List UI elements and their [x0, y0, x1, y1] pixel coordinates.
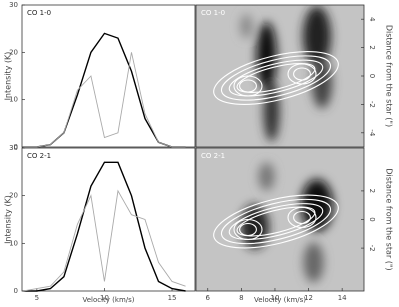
x-tick-label: 14: [338, 294, 347, 302]
contour: [213, 51, 339, 105]
x-axis-label: Velocity (km/s): [82, 296, 134, 304]
emission-blob: [303, 242, 324, 283]
x-tick-label: 10: [100, 294, 109, 302]
plot-frame: [21, 4, 196, 148]
contour: [287, 206, 317, 229]
y-tick-label: 0: [14, 287, 18, 295]
contour: [293, 210, 311, 225]
contour: [220, 198, 332, 245]
spectrum-line: [23, 161, 186, 292]
x-tick-label: 8: [239, 294, 243, 302]
y-axis-label: Intensity (K): [4, 52, 13, 101]
y-tick-label: 20: [9, 192, 18, 200]
y-tick-label: 2: [368, 189, 376, 193]
contour: [233, 218, 263, 241]
panel-label: CO 1-0: [201, 9, 225, 17]
y-tick-label: 0: [368, 74, 376, 78]
spectrum-line: [23, 189, 186, 292]
y-tick-label: 0: [14, 143, 18, 151]
x-tick-label: 12: [304, 294, 313, 302]
x-tick-label: 6: [206, 294, 211, 302]
contour: [293, 67, 311, 81]
y-tick-label: -2: [368, 101, 376, 108]
contour: [239, 222, 257, 237]
emission-blob: [240, 14, 253, 39]
contour: [236, 63, 316, 93]
spectrum-line: [23, 52, 186, 148]
contour: [220, 55, 332, 101]
contour: [239, 79, 257, 93]
plot-frame: [21, 147, 196, 292]
panel-label: CO 1-0: [27, 9, 51, 17]
x-axis-label: Velocity (km/s): [254, 296, 306, 304]
background: [196, 148, 364, 291]
contour: [236, 206, 316, 237]
y-tick-label: -2: [368, 245, 376, 252]
y-tick-label: 10: [9, 239, 18, 247]
contour: [213, 194, 339, 249]
panel-label: CO 2-1: [201, 152, 225, 160]
panel-label: CO 2-1: [27, 152, 51, 160]
y-tick-label: 4: [368, 17, 376, 22]
y-tick-label: 30: [9, 1, 18, 9]
pv-diagram: [196, 5, 364, 147]
spectrum-line: [23, 32, 186, 148]
x-tick-label: 15: [168, 294, 177, 302]
emission-blob: [258, 162, 275, 191]
y-axis-label: Distance from the star ("): [385, 168, 394, 270]
y-tick-label: -4: [368, 129, 376, 137]
emission-blob: [256, 22, 277, 91]
y-tick-label: 2: [368, 45, 376, 49]
contour: [228, 203, 324, 240]
background: [196, 5, 364, 147]
y-tick-label: 0: [368, 217, 376, 221]
y-axis-label: Distance from the star ("): [385, 25, 394, 127]
emission-blob: [302, 6, 331, 67]
y-axis-label: Intensity (K): [4, 195, 13, 244]
pv-diagram: [196, 148, 364, 291]
x-tick-label: 5: [35, 294, 39, 302]
y-tick-label: 20: [9, 48, 18, 56]
contour: [228, 59, 324, 97]
x-tick-label: 10: [270, 294, 279, 302]
y-tick-label: 10: [9, 96, 18, 104]
y-tick-label: 30: [9, 144, 18, 152]
contour: [287, 63, 317, 85]
contour: [233, 75, 263, 97]
